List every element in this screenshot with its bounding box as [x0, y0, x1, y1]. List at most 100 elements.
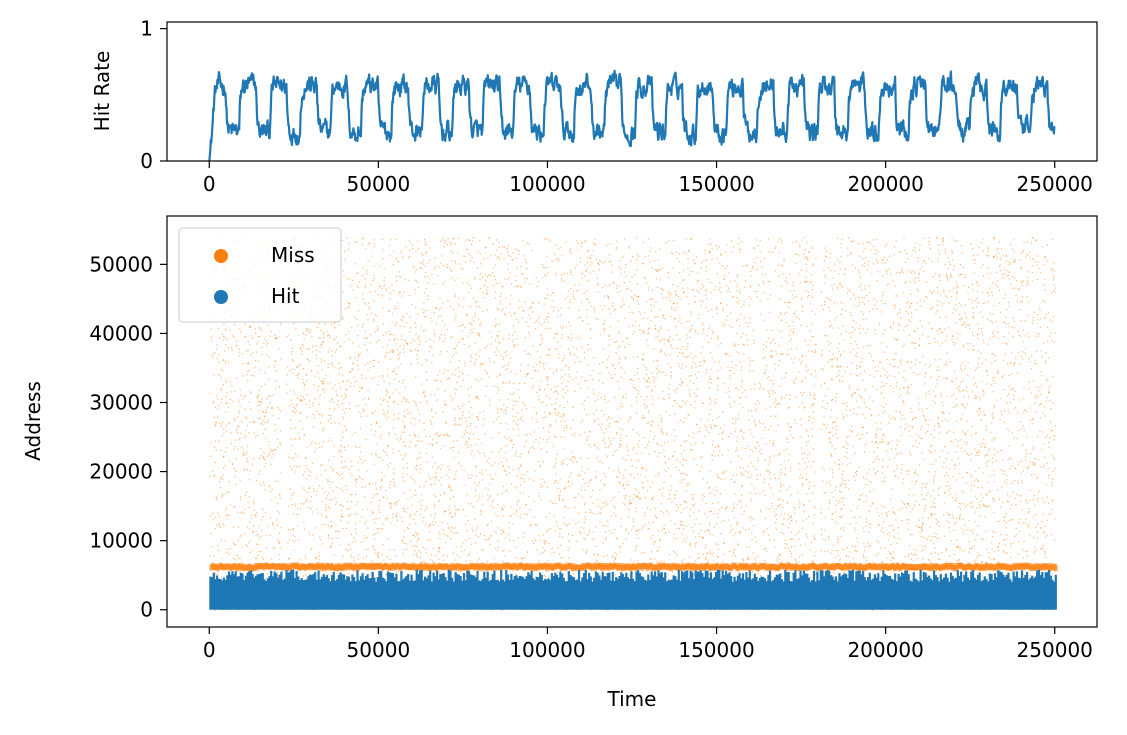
miss-point — [900, 317, 902, 319]
miss-point — [265, 437, 267, 439]
miss-point — [597, 499, 599, 501]
miss-point — [677, 320, 680, 322]
miss-point — [646, 380, 648, 383]
miss-point — [587, 323, 589, 325]
miss-point — [683, 478, 685, 480]
miss-point — [258, 543, 260, 545]
miss-point — [724, 542, 726, 544]
miss-point — [547, 354, 549, 356]
miss-point — [992, 377, 994, 379]
miss-point — [1026, 281, 1028, 284]
miss-point — [861, 572, 863, 574]
miss-point — [710, 292, 712, 294]
miss-point — [775, 518, 778, 520]
miss-point — [608, 425, 610, 427]
miss-point — [788, 354, 790, 356]
miss-point — [1020, 267, 1022, 269]
miss-point — [228, 361, 230, 363]
miss-point — [789, 523, 791, 525]
miss-point — [337, 473, 339, 475]
miss-point — [314, 451, 316, 453]
miss-point — [511, 341, 513, 343]
miss-point — [659, 326, 662, 328]
miss-point — [261, 423, 263, 426]
miss-point — [357, 359, 359, 361]
miss-point — [586, 439, 588, 441]
miss-point — [762, 280, 764, 282]
miss-point — [910, 407, 912, 410]
miss-point — [424, 241, 426, 243]
miss-point — [999, 256, 1001, 258]
miss-point — [454, 295, 456, 298]
miss-point — [563, 413, 565, 415]
miss-point — [821, 406, 823, 408]
miss-point — [713, 450, 715, 452]
miss-point — [667, 293, 670, 295]
miss-point — [882, 411, 885, 413]
miss-point — [858, 296, 860, 298]
miss-point — [389, 255, 391, 257]
miss-point — [1029, 361, 1031, 363]
miss-point — [637, 390, 640, 392]
miss-point — [780, 482, 782, 485]
miss-point — [954, 464, 956, 466]
miss-point — [478, 334, 480, 336]
miss-point — [623, 282, 625, 284]
miss-point — [567, 390, 569, 392]
miss-point — [750, 577, 752, 579]
miss-point — [1008, 412, 1010, 414]
miss-point — [973, 272, 975, 274]
miss-point — [715, 398, 717, 400]
miss-point — [370, 424, 372, 426]
miss-point — [1051, 292, 1053, 294]
miss-point — [1046, 434, 1048, 436]
miss-point — [774, 270, 776, 272]
miss-point — [538, 385, 540, 387]
miss-point — [377, 554, 379, 556]
miss-point — [575, 496, 577, 499]
miss-point — [926, 539, 928, 541]
miss-point — [328, 506, 330, 508]
miss-point — [502, 381, 504, 383]
miss-point — [549, 240, 551, 242]
miss-point — [1003, 359, 1005, 361]
miss-point — [921, 411, 923, 413]
miss-point — [475, 397, 477, 399]
miss-point — [619, 406, 621, 408]
miss-point — [497, 256, 499, 258]
miss-point — [981, 561, 983, 563]
miss-point — [1035, 549, 1038, 551]
miss-point — [676, 387, 678, 389]
miss-point — [524, 337, 527, 339]
miss-point — [485, 246, 487, 248]
miss-point — [635, 546, 637, 548]
miss-point — [800, 324, 802, 326]
miss-point — [753, 421, 756, 423]
miss-point — [609, 313, 611, 315]
miss-point — [741, 457, 743, 459]
miss-point — [660, 268, 662, 270]
miss-point — [987, 246, 989, 248]
miss-point — [499, 258, 501, 260]
miss-point — [373, 246, 376, 248]
miss-point — [743, 438, 745, 440]
miss-point — [1054, 291, 1056, 293]
miss-point — [922, 536, 924, 538]
miss-point — [780, 486, 782, 488]
miss-point — [449, 486, 451, 488]
miss-point — [424, 244, 426, 246]
miss-point — [1032, 316, 1034, 319]
miss-point — [994, 437, 996, 439]
miss-point — [576, 356, 579, 359]
miss-point — [765, 443, 767, 445]
miss-point — [966, 323, 968, 326]
miss-point — [389, 358, 391, 360]
miss-point — [221, 435, 223, 437]
miss-point — [589, 413, 591, 415]
miss-point — [721, 472, 724, 474]
miss-point — [382, 413, 384, 415]
miss-point — [265, 512, 267, 514]
miss-point — [224, 360, 226, 362]
miss-point — [531, 417, 533, 419]
miss-point — [800, 424, 802, 426]
